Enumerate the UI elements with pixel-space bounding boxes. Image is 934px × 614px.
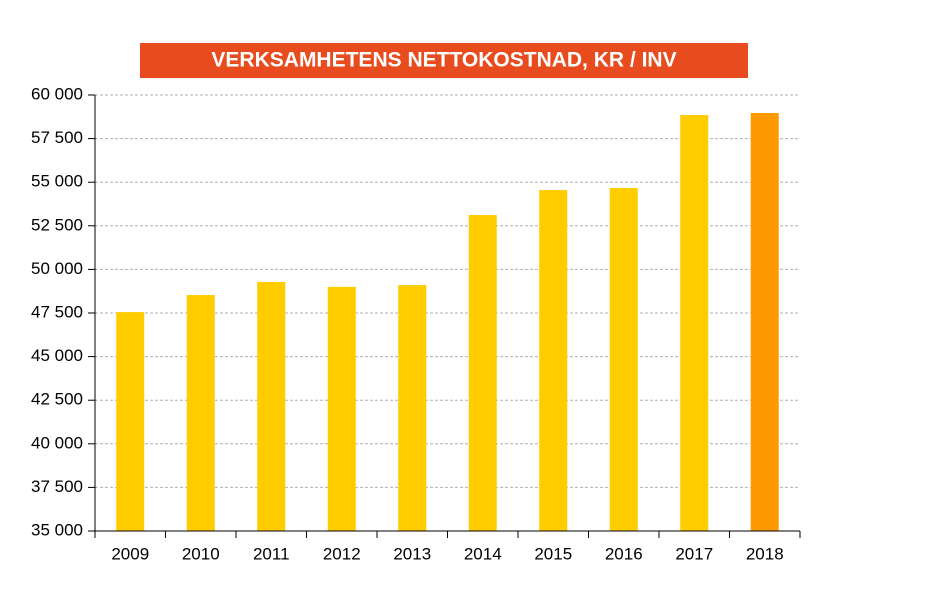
- chart-title: VERKSAMHETENS NETTOKOSTNAD, KR / INV: [211, 49, 676, 72]
- x-tick-label: 2017: [675, 544, 713, 563]
- y-tick-label: 42 500: [31, 390, 83, 409]
- y-tick-label: 57 500: [31, 128, 83, 147]
- x-tick-label: 2012: [323, 544, 361, 563]
- bar: [609, 187, 638, 531]
- bar: [539, 190, 568, 531]
- y-tick-label: 55 000: [31, 172, 83, 191]
- y-tick-label: 35 000: [31, 520, 83, 539]
- x-tick-label: 2018: [746, 544, 784, 563]
- y-tick-label: 37 500: [31, 477, 83, 496]
- y-tick-label: 40 000: [31, 433, 83, 452]
- x-tick-label: 2011: [253, 544, 290, 563]
- bar: [116, 312, 145, 531]
- title-box: [140, 43, 748, 78]
- x-tick-label: 2013: [393, 544, 431, 563]
- y-tick-label: 45 000: [31, 346, 83, 365]
- bar: [750, 112, 779, 532]
- bar: [398, 285, 427, 531]
- x-tick-label: 2010: [182, 544, 220, 563]
- x-tick-label: 2014: [464, 544, 502, 563]
- y-tick-label: 60 000: [31, 84, 83, 103]
- x-tick-label: 2009: [111, 544, 149, 563]
- y-tick-label: 50 000: [31, 259, 83, 278]
- bar: [186, 295, 215, 531]
- bar: [257, 281, 286, 531]
- y-tick-label: 47 500: [31, 302, 83, 321]
- x-tick-label: 2016: [605, 544, 643, 563]
- y-tick-label: 52 500: [31, 215, 83, 234]
- bar: [327, 286, 356, 531]
- bar: [468, 214, 497, 532]
- x-tick-label: 2015: [534, 544, 572, 563]
- bar: [680, 115, 709, 531]
